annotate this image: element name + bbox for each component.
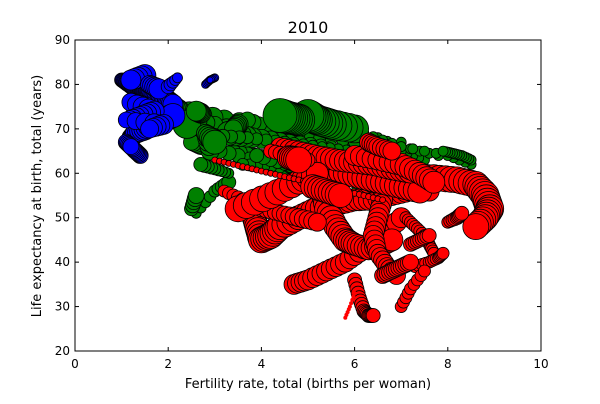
data-point	[185, 100, 207, 122]
y-tick-label: 60	[55, 166, 70, 180]
data-point	[349, 301, 354, 306]
data-point	[206, 76, 214, 84]
data-point	[120, 69, 142, 91]
data-point	[379, 196, 387, 204]
data-point	[351, 294, 356, 299]
data-point	[418, 264, 431, 278]
data-point	[350, 297, 355, 302]
plot-area	[114, 64, 505, 323]
data-point	[407, 143, 419, 155]
data-point	[462, 213, 490, 241]
y-tick-label: 80	[55, 77, 70, 91]
series-2	[211, 132, 505, 323]
data-point	[421, 228, 437, 243]
data-point	[402, 253, 419, 271]
chart-title: 2010	[288, 18, 329, 37]
data-point	[436, 246, 450, 260]
data-point	[365, 308, 381, 323]
data-point	[187, 187, 205, 204]
data-point	[347, 304, 352, 309]
x-tick-label: 8	[444, 357, 452, 371]
data-point	[352, 291, 357, 296]
data-point	[249, 148, 265, 163]
y-tick-label: 50	[55, 211, 70, 225]
x-tick-label: 2	[164, 357, 172, 371]
data-point	[202, 129, 228, 155]
axes-frame	[74, 39, 542, 352]
y-tick-label: 40	[55, 255, 70, 269]
data-point	[193, 156, 209, 172]
data-point	[122, 138, 140, 156]
data-point	[382, 141, 402, 161]
y-tick-label: 70	[55, 122, 70, 136]
x-tick-label: 10	[533, 357, 548, 371]
data-point	[140, 119, 160, 139]
data-point	[437, 145, 449, 157]
y-tick-label: 90	[55, 33, 70, 47]
data-point	[307, 212, 327, 232]
y-axis-label: Life expectancy at birth, total (years)	[30, 75, 45, 317]
x-tick-label: 0	[71, 357, 79, 371]
data-point	[454, 205, 470, 221]
y-tick-label: 30	[55, 300, 70, 314]
data-point	[419, 145, 430, 157]
x-tick-label: 4	[258, 357, 266, 371]
series-1	[114, 64, 220, 164]
data-point	[172, 72, 183, 84]
y-tick-label: 20	[55, 344, 70, 358]
axis-ticks: 0 2 4 6 8 10 20 30 40 50 60 70 80 90	[55, 33, 549, 371]
data-point	[328, 183, 354, 208]
x-axis-label: Fertility rate, total (births per woman)	[185, 377, 431, 392]
data-point	[285, 146, 313, 174]
data-point	[422, 170, 446, 194]
x-tick-label: 6	[351, 357, 359, 371]
data-point	[262, 98, 298, 133]
